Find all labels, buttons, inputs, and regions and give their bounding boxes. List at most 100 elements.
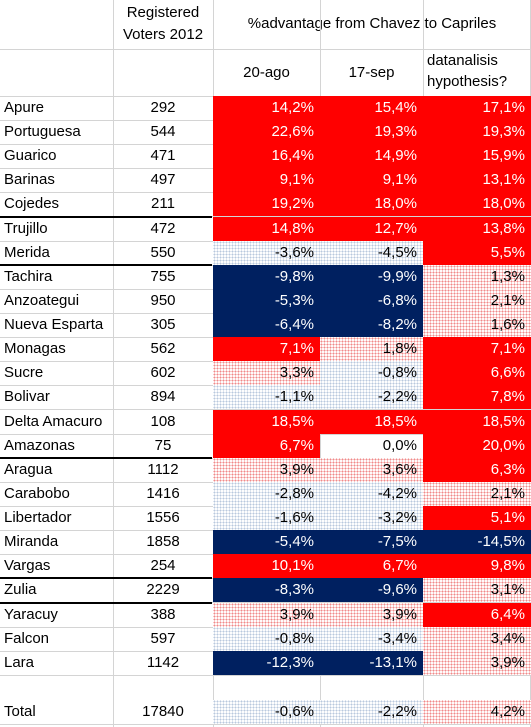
row-a-cell: 3,9%: [213, 603, 320, 628]
row-voters-cell: 254: [150, 557, 176, 574]
row-a-cell: 10,1%: [213, 554, 320, 579]
row-c-cell: 9,8%: [423, 554, 531, 579]
group-separator: [0, 457, 212, 459]
row-a-cell: -1,6%: [213, 506, 320, 531]
row-b-cell: -9,9%: [320, 265, 423, 290]
row-c-cell: 6,3%: [423, 458, 531, 483]
col-header-20-ago: 20-ago: [243, 64, 290, 81]
row-a-cell: 14,2%: [213, 96, 320, 121]
row-c-cell: 1,6%: [423, 313, 531, 338]
row-voters-cell: 471: [150, 147, 176, 164]
row-a-cell: -3,6%: [213, 241, 320, 266]
col-header-hypothesis-line2: hypothesis?: [427, 73, 508, 90]
total-name-cell: Total: [4, 703, 36, 720]
row-c-cell: 3,9%: [423, 651, 531, 676]
row-voters-cell: 602: [150, 364, 176, 381]
row-voters-cell: 211: [151, 195, 175, 212]
row-a-cell: 3,9%: [213, 458, 320, 483]
row-name-cell: Vargas: [4, 557, 51, 574]
row-name-cell: Zulia: [4, 581, 37, 598]
row-b-cell: 19,3%: [320, 120, 423, 145]
row-b-cell: -13,1%: [320, 651, 423, 676]
row-voters-cell: 562: [150, 340, 176, 357]
row-b-cell: -8,2%: [320, 313, 423, 338]
row-b-cell: 0,0%: [382, 437, 417, 454]
row-c-cell: -14,5%: [423, 530, 531, 555]
row-b-cell: 1,8%: [320, 337, 423, 362]
row-c-cell: 3,4%: [423, 627, 531, 652]
row-b-cell: -9,6%: [320, 578, 423, 603]
row-name-cell: Amazonas: [4, 437, 75, 454]
voters-header-line1: Registered: [126, 4, 200, 21]
row-voters-cell: 497: [150, 171, 176, 188]
row-voters-cell: 388: [150, 606, 176, 623]
row-a-cell: -5,4%: [213, 530, 320, 555]
row-voters-cell: 597: [150, 630, 176, 647]
row-b-cell: 15,4%: [320, 96, 423, 121]
row-name-cell: Monagas: [4, 340, 66, 357]
row-a-cell: 18,5%: [213, 410, 320, 435]
row-name-cell: Apure: [4, 99, 45, 116]
grid-line-horizontal: [0, 216, 531, 217]
group-separator: [0, 577, 212, 579]
row-voters-cell: 894: [150, 388, 176, 405]
grid-line-horizontal: [0, 675, 531, 676]
row-b-cell: 6,7%: [320, 554, 423, 579]
row-a-cell: -6,4%: [213, 313, 320, 338]
total-c-cell: 4,2%: [423, 700, 531, 725]
row-voters-cell: 755: [150, 268, 176, 285]
grid-line-horizontal: [0, 602, 531, 603]
row-voters-cell: 108: [150, 413, 176, 430]
row-c-cell: 6,4%: [423, 603, 531, 628]
row-b-cell: 18,0%: [320, 192, 423, 217]
row-c-cell: 17,1%: [423, 96, 531, 121]
row-c-cell: 20,0%: [423, 434, 531, 459]
row-c-cell: 15,9%: [423, 144, 531, 169]
row-c-cell: 2,1%: [423, 289, 531, 314]
row-a-cell: 14,8%: [213, 217, 320, 242]
total-voters-cell: 17840: [142, 703, 184, 720]
row-c-cell: 5,1%: [423, 506, 531, 531]
row-name-cell: Miranda: [4, 533, 59, 550]
row-c-cell: 18,0%: [423, 192, 531, 217]
row-a-cell: 3,3%: [213, 361, 320, 386]
row-b-cell: 3,9%: [320, 603, 423, 628]
row-a-cell: 9,1%: [213, 168, 320, 193]
row-name-cell: Anzoategui: [4, 292, 80, 309]
row-name-cell: Portuguesa: [4, 123, 81, 140]
col-header-17-sep: 17-sep: [348, 64, 395, 81]
row-name-cell: Nueva Esparta: [4, 316, 104, 333]
row-name-cell: Cojedes: [4, 195, 60, 212]
row-b-cell: -4,2%: [320, 482, 423, 507]
row-c-cell: 5,5%: [423, 241, 531, 266]
row-voters-cell: 544: [150, 123, 176, 140]
row-b-cell: 18,5%: [320, 410, 423, 435]
row-name-cell: Delta Amacuro: [4, 413, 103, 430]
row-name-cell: Guarico: [4, 147, 57, 164]
row-b-cell: -3,4%: [320, 627, 423, 652]
row-b-cell: -4,5%: [320, 241, 423, 266]
row-b-cell: -2,2%: [320, 385, 423, 410]
row-a-cell: -0,8%: [213, 627, 320, 652]
row-voters-cell: 1858: [146, 533, 180, 550]
grid-line-horizontal: [0, 49, 531, 50]
total-b-cell: -2,2%: [320, 700, 423, 725]
row-b-cell: -7,5%: [320, 530, 423, 555]
row-voters-cell: 950: [150, 292, 176, 309]
row-a-cell: -2,8%: [213, 482, 320, 507]
row-b-cell: 9,1%: [320, 168, 423, 193]
row-voters-cell: 472: [150, 220, 176, 237]
row-b-cell: -6,8%: [320, 289, 423, 314]
voters-header-line2: Voters 2012: [122, 26, 204, 43]
row-name-cell: Merida: [4, 244, 50, 261]
row-a-cell: -5,3%: [213, 289, 320, 314]
row-a-cell: 19,2%: [213, 192, 320, 217]
row-a-cell: -9,8%: [213, 265, 320, 290]
row-c-cell: 18,5%: [423, 410, 531, 435]
row-c-cell: 3,1%: [423, 578, 531, 603]
row-c-cell: 13,1%: [423, 168, 531, 193]
col-header-hypothesis: datanalisis hypothesis?: [427, 50, 531, 96]
row-name-cell: Sucre: [4, 364, 44, 381]
group-separator: [0, 264, 212, 266]
row-b-cell: -3,2%: [320, 506, 423, 531]
